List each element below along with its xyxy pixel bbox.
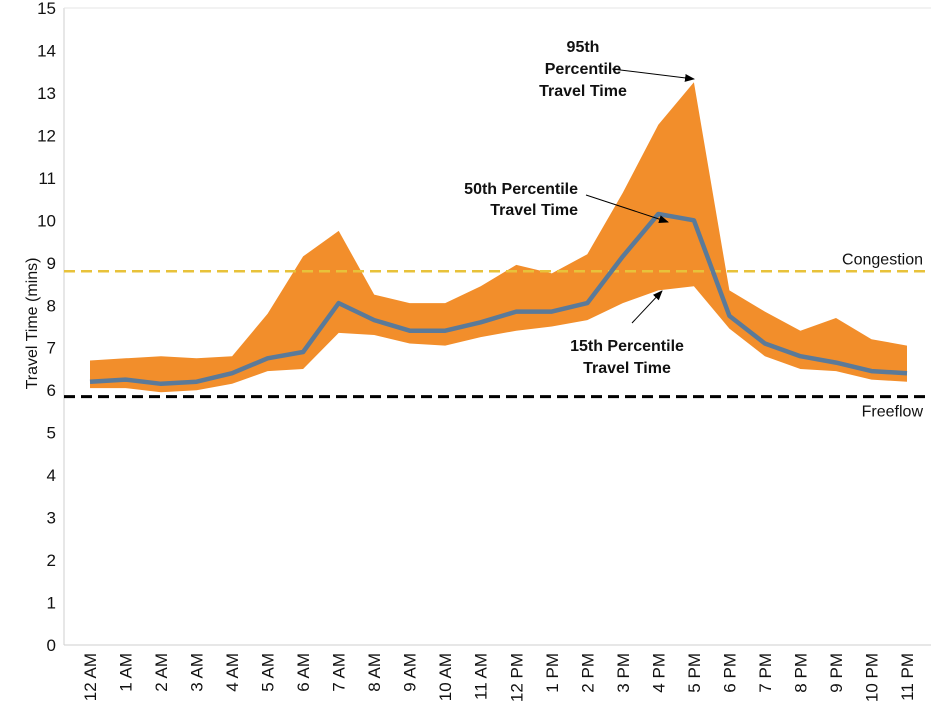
y-tick-label: 1 [47, 594, 56, 613]
annotation-50th-line: Travel Time [490, 202, 578, 219]
freeflow-label: Freeflow [862, 404, 924, 421]
congestion-label: Congestion [842, 251, 923, 268]
x-tick-label: 1 PM [543, 653, 562, 693]
x-tick-label: 11 AM [472, 653, 491, 700]
y-tick-label: 10 [37, 211, 56, 230]
x-tick-label: 10 AM [436, 653, 455, 701]
x-tick-label: 6 AM [294, 653, 313, 692]
y-tick-label: 7 [47, 339, 56, 358]
y-tick-label: 13 [37, 84, 56, 103]
y-tick-label: 11 [38, 169, 56, 188]
x-tick-label: 1 AM [117, 653, 136, 692]
x-tick-label: 3 AM [188, 653, 207, 692]
x-tick-label: 4 AM [223, 653, 242, 692]
x-tick-label: 7 PM [756, 653, 775, 693]
annotation-50th-line: 50th Percentile [464, 181, 578, 198]
y-tick-label: 8 [47, 296, 56, 315]
y-tick-label: 14 [37, 41, 56, 60]
x-tick-label: 9 PM [827, 653, 846, 693]
y-tick-label: 15 [37, 0, 56, 18]
x-tick-label: 8 AM [365, 653, 384, 692]
y-tick-label: 5 [47, 424, 56, 443]
y-tick-label: 4 [47, 466, 56, 485]
x-tick-label: 6 PM [720, 653, 739, 693]
x-tick-label: 5 PM [685, 653, 704, 693]
y-tick-label: 12 [37, 126, 56, 145]
percentile-band-area [90, 82, 907, 393]
x-tick-label: 11 PM [898, 653, 917, 701]
y-tick-label: 6 [47, 381, 56, 400]
x-tick-label: 3 PM [614, 653, 633, 693]
annotation-95th-line: 95th [567, 39, 600, 56]
x-tick-label: 5 AM [259, 653, 278, 692]
median-line [89, 211, 908, 387]
x-tick-label: 8 PM [791, 653, 810, 693]
y-axis-label: Travel Time (mins) [24, 258, 41, 390]
y-tick-label: 9 [47, 254, 56, 273]
annotation-15th-arrow [631, 290, 663, 324]
x-tick-label: 9 AM [401, 653, 420, 692]
x-tick-label: 2 PM [578, 653, 597, 693]
x-tick-label: 4 PM [649, 653, 668, 693]
annotation-50th-arrow [585, 194, 669, 223]
x-tick-label: 7 AM [330, 653, 349, 692]
y-tick-label: 2 [47, 551, 56, 570]
x-tick-label: 2 AM [152, 653, 171, 692]
y-tick-label: 0 [47, 636, 56, 655]
annotation-95th-line: Travel Time [539, 83, 627, 100]
y-tick-label: 3 [47, 509, 56, 528]
x-tick-label: 12 PM [507, 653, 526, 702]
annotation-15th-line: 15th Percentile [570, 338, 684, 355]
x-tick-label: 12 AM [81, 653, 100, 701]
annotation-15th-line: Travel Time [583, 360, 671, 377]
x-tick-label: 10 PM [862, 653, 881, 702]
annotation-95th-line: Percentile [545, 61, 622, 78]
annotation-95th-arrow [611, 68, 695, 82]
